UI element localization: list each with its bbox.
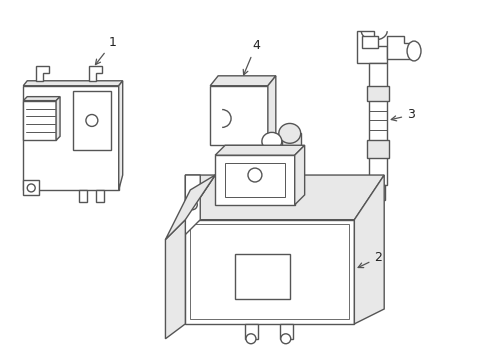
Polygon shape xyxy=(244,324,257,339)
Polygon shape xyxy=(23,96,60,100)
Polygon shape xyxy=(73,91,111,150)
Polygon shape xyxy=(366,86,388,100)
Text: 4: 4 xyxy=(243,39,259,75)
Ellipse shape xyxy=(262,132,281,150)
Polygon shape xyxy=(354,175,384,324)
Polygon shape xyxy=(262,141,281,169)
Polygon shape xyxy=(165,175,215,239)
Ellipse shape xyxy=(278,123,300,143)
Polygon shape xyxy=(210,86,267,145)
Ellipse shape xyxy=(278,133,300,163)
Ellipse shape xyxy=(262,141,281,169)
Polygon shape xyxy=(36,66,49,81)
Polygon shape xyxy=(366,140,388,158)
Polygon shape xyxy=(278,133,300,163)
Polygon shape xyxy=(185,175,215,220)
Polygon shape xyxy=(210,76,275,86)
Polygon shape xyxy=(372,200,383,208)
Polygon shape xyxy=(185,175,384,220)
Polygon shape xyxy=(185,175,200,235)
Polygon shape xyxy=(357,31,386,63)
Polygon shape xyxy=(23,180,39,195)
Polygon shape xyxy=(119,81,122,190)
Polygon shape xyxy=(23,100,56,140)
Polygon shape xyxy=(23,86,119,190)
Polygon shape xyxy=(56,96,60,140)
Bar xyxy=(362,36,377,48)
Text: 3: 3 xyxy=(390,108,414,121)
Circle shape xyxy=(86,114,98,126)
Polygon shape xyxy=(215,145,304,155)
Polygon shape xyxy=(386,36,413,59)
Polygon shape xyxy=(279,324,292,339)
Text: 2: 2 xyxy=(357,251,381,267)
Polygon shape xyxy=(294,145,304,205)
Polygon shape xyxy=(215,155,294,205)
Ellipse shape xyxy=(406,41,420,61)
Polygon shape xyxy=(79,190,87,202)
Polygon shape xyxy=(96,190,103,202)
Polygon shape xyxy=(267,76,275,145)
Polygon shape xyxy=(23,81,122,86)
Circle shape xyxy=(27,184,35,192)
Polygon shape xyxy=(370,185,385,200)
Polygon shape xyxy=(368,63,386,185)
Circle shape xyxy=(280,334,290,344)
Polygon shape xyxy=(235,255,289,299)
Text: 1: 1 xyxy=(95,36,117,64)
Circle shape xyxy=(247,168,262,182)
Circle shape xyxy=(245,334,255,344)
Polygon shape xyxy=(165,220,185,339)
Polygon shape xyxy=(185,220,354,324)
Circle shape xyxy=(187,200,197,210)
Polygon shape xyxy=(89,66,102,81)
